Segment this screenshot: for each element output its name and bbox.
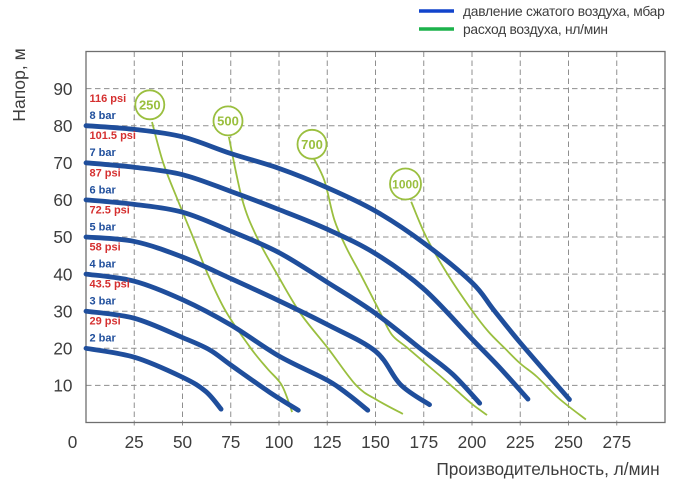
- svg-text:80: 80: [53, 116, 72, 136]
- svg-text:20: 20: [53, 339, 72, 359]
- svg-text:225: 225: [506, 432, 535, 452]
- svg-text:100: 100: [265, 432, 294, 452]
- svg-text:50: 50: [53, 227, 72, 247]
- svg-text:58 psi: 58 psi: [90, 242, 121, 254]
- svg-text:5 bar: 5 bar: [90, 221, 117, 233]
- svg-text:700: 700: [301, 137, 323, 152]
- svg-text:Напор, м: Напор, м: [9, 48, 29, 121]
- svg-text:90: 90: [53, 79, 72, 99]
- svg-text:150: 150: [361, 432, 390, 452]
- svg-text:72.5 psi: 72.5 psi: [90, 204, 130, 216]
- svg-text:29 psi: 29 psi: [90, 316, 121, 328]
- svg-text:6 bar: 6 bar: [90, 184, 117, 196]
- svg-text:Производительность, л/мин: Производительность, л/мин: [436, 459, 659, 479]
- svg-text:3 bar: 3 bar: [90, 296, 117, 308]
- svg-text:0: 0: [68, 432, 78, 452]
- svg-text:101.5 psi: 101.5 psi: [90, 130, 136, 142]
- svg-text:1000: 1000: [392, 177, 419, 191]
- svg-text:давление сжатого воздуха, мбар: давление сжатого воздуха, мбар: [463, 4, 665, 19]
- svg-text:500: 500: [217, 114, 239, 129]
- svg-text:10: 10: [53, 376, 72, 396]
- svg-text:4 bar: 4 bar: [90, 259, 117, 271]
- svg-text:25: 25: [125, 432, 144, 452]
- svg-text:30: 30: [53, 301, 72, 321]
- svg-text:75: 75: [221, 432, 240, 452]
- svg-text:275: 275: [602, 432, 631, 452]
- svg-text:116 psi: 116 psi: [90, 93, 127, 105]
- svg-text:175: 175: [409, 432, 438, 452]
- svg-text:250: 250: [554, 432, 583, 452]
- svg-text:200: 200: [458, 432, 487, 452]
- svg-text:40: 40: [53, 264, 72, 284]
- svg-text:расход воздуха, нл/мин: расход воздуха, нл/мин: [463, 22, 608, 37]
- svg-text:8 bar: 8 bar: [90, 110, 117, 122]
- svg-text:7 bar: 7 bar: [90, 147, 117, 159]
- svg-text:87 psi: 87 psi: [90, 167, 121, 179]
- svg-text:250: 250: [139, 98, 161, 113]
- svg-text:50: 50: [173, 432, 192, 452]
- svg-text:2 bar: 2 bar: [90, 333, 117, 345]
- svg-text:60: 60: [53, 190, 72, 210]
- svg-text:125: 125: [313, 432, 342, 452]
- svg-text:70: 70: [53, 153, 72, 173]
- svg-text:43.5 psi: 43.5 psi: [90, 279, 130, 291]
